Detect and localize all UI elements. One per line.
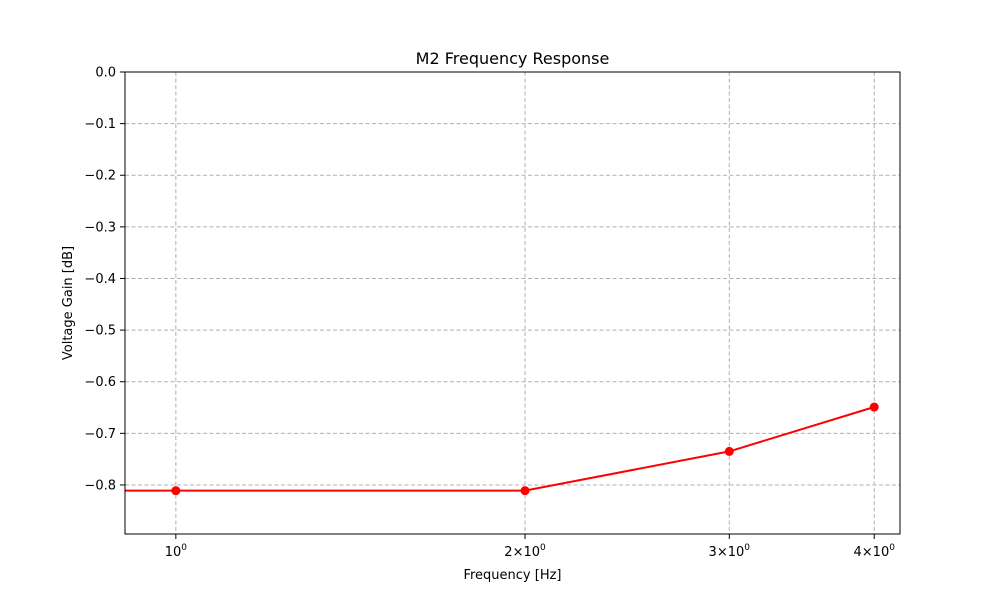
x-axis-label: Frequency [Hz] <box>463 568 561 583</box>
x-tick-exponent: 0 <box>744 543 750 553</box>
x-tick-base: 10 <box>165 545 182 560</box>
y-tick-label: −0.2 <box>84 169 116 184</box>
plot-area <box>125 72 900 534</box>
x-tick-base: 10 <box>873 545 890 560</box>
x-tick-label: 2×100 <box>504 543 546 560</box>
chart-title: M2 Frequency Response <box>416 49 610 68</box>
x-tick-label: 100 <box>165 543 188 560</box>
x-tick-mantissa: 3 <box>709 545 717 560</box>
x-tick-exponent: 0 <box>181 543 187 553</box>
x-tick-base: 10 <box>523 545 540 560</box>
x-tick-exponent: 0 <box>889 543 895 553</box>
x-tick-exponent: 0 <box>540 543 546 553</box>
series-layer <box>125 402 879 496</box>
y-axis-label: Voltage Gain [dB] <box>61 246 76 360</box>
x-tick-times-sign: × <box>513 545 524 560</box>
x-tick-label: 3×100 <box>709 543 751 560</box>
data-point <box>520 486 530 496</box>
data-point <box>869 402 879 412</box>
y-tick-label: −0.6 <box>84 375 116 390</box>
data-point <box>171 486 181 496</box>
y-tick-label: 0.0 <box>95 66 116 81</box>
x-tick-label: 4×100 <box>853 543 895 560</box>
x-tick-mantissa: 2 <box>504 545 512 560</box>
y-tick-label: −0.4 <box>84 272 116 287</box>
y-tick-label: −0.1 <box>84 117 116 132</box>
y-tick-label: −0.5 <box>84 324 116 339</box>
grid <box>125 71 900 534</box>
x-tick-times-sign: × <box>862 545 873 560</box>
plot-frame <box>124 71 901 535</box>
y-tick-label: −0.8 <box>84 478 116 493</box>
y-tick-label: −0.3 <box>84 220 116 235</box>
x-tick-times-sign: × <box>717 545 728 560</box>
x-tick-base: 10 <box>728 545 745 560</box>
x-tick-mantissa: 4 <box>853 545 861 560</box>
data-point <box>724 446 734 456</box>
y-tick-label: −0.7 <box>84 427 116 442</box>
